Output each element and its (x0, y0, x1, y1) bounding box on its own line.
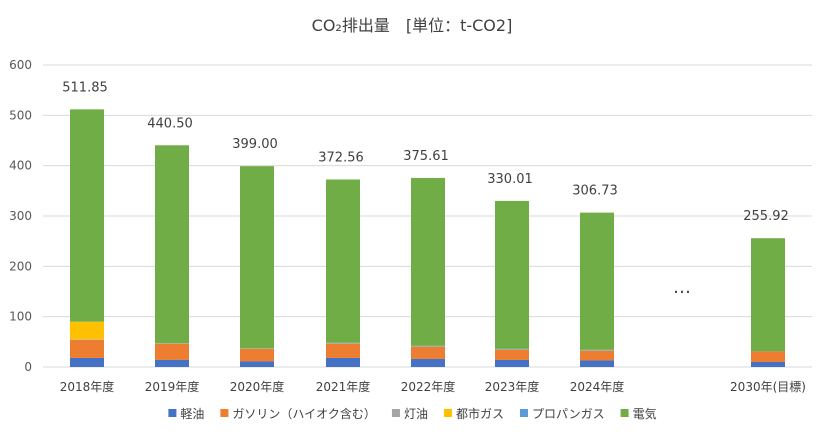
x-axis: 2018年度 2019年度 2020年度 2021年度 2022年度 2023年度 2024… (60, 379, 806, 394)
legend-item: 灯油 (391, 407, 428, 421)
bar-segment (411, 346, 445, 359)
legend: 軽油 ガソリン（ハイオク含む） 灯油 都市ガス プロパンガス 電気 (168, 406, 657, 421)
x-tick-label: 2018年度 (60, 379, 115, 394)
bars (70, 109, 785, 367)
bar-segment (240, 348, 274, 349)
bar-segment (751, 361, 785, 367)
bar-segment (495, 348, 529, 350)
y-tick-label: 400 (9, 159, 32, 173)
x-tick-label: 2020年度 (230, 379, 285, 394)
bar-segment (580, 212, 614, 350)
bar-segment (70, 109, 104, 322)
total-label: 255.92 (743, 209, 789, 224)
bar-segment (411, 177, 445, 346)
legend-swatch (220, 409, 229, 417)
bar-segment (240, 361, 274, 367)
bar-segment (495, 200, 529, 349)
legend-item: プロパンガス (519, 407, 605, 421)
bar-segment (495, 359, 529, 367)
x-tick-label: 2019年度 (145, 379, 200, 394)
bar-segment (326, 342, 360, 344)
legend-item: ガソリン（ハイオク含む） (220, 406, 376, 421)
y-tick-label: 200 (9, 259, 32, 273)
bar-segment (495, 349, 529, 360)
legend-swatch (519, 409, 528, 417)
legend-swatch (620, 409, 629, 417)
bar-segment (240, 348, 274, 362)
bar-segment (155, 145, 189, 344)
bar-segment (70, 339, 104, 340)
total-labels: 511.85 440.50 399.00 372.56 375.61 330.01 306.… (62, 80, 789, 224)
legend-label: 電気 (633, 406, 657, 421)
y-tick-label: 300 (9, 209, 32, 223)
x-tick-label: 2024年度 (570, 379, 625, 394)
bar-segment (70, 357, 104, 367)
total-label: 372.56 (318, 150, 364, 165)
total-label: 330.01 (487, 172, 533, 187)
total-label: 375.61 (403, 149, 449, 164)
legend-label: プロパンガス (532, 407, 605, 421)
x-tick-label: 2030年(目標) (730, 380, 806, 394)
x-tick-label: 2021年度 (316, 379, 371, 394)
total-label: 440.50 (147, 116, 193, 131)
legend-swatch (168, 409, 177, 417)
legend-swatch (391, 409, 400, 417)
bar-segment (326, 343, 360, 358)
y-tick-label: 0 (24, 360, 32, 374)
gap-ellipsis: … (673, 277, 691, 298)
bar-segment (326, 357, 360, 367)
total-label: 511.85 (62, 80, 108, 95)
bar-segment (751, 351, 785, 362)
legend-label: 都市ガス (456, 406, 504, 421)
legend-item: 電気 (620, 406, 657, 421)
chart-title: CO₂排出量 [単位：t-CO2] (312, 16, 513, 35)
legend-swatch (443, 409, 452, 417)
bar-segment (411, 345, 445, 347)
bar-segment (580, 360, 614, 367)
y-tick-label: 600 (9, 58, 32, 72)
bar-segment (70, 339, 104, 358)
x-tick-label: 2023年度 (485, 379, 540, 394)
bar-segment (70, 321, 104, 340)
bar-segment (580, 350, 614, 361)
bar-segment (751, 238, 785, 352)
legend-label: 灯油 (404, 407, 428, 421)
bar-segment (155, 343, 189, 360)
x-tick-label: 2022年度 (401, 379, 456, 394)
bar-segment (155, 359, 189, 367)
legend-label: ガソリン（ハイオク含む） (232, 406, 376, 421)
y-axis: 0 100 200 300 400 500 600 (9, 58, 32, 374)
total-label: 306.73 (572, 184, 618, 199)
legend-item: 都市ガス (443, 406, 504, 421)
y-tick-label: 500 (9, 108, 32, 122)
legend-item: 軽油 (168, 407, 204, 421)
legend-label: 軽油 (180, 407, 204, 421)
y-tick-label: 100 (9, 310, 32, 324)
bar-segment (411, 358, 445, 367)
total-label: 399.00 (232, 137, 278, 152)
bar-segment (580, 349, 614, 351)
bar-segment (155, 343, 189, 344)
bar-segment (240, 166, 274, 349)
bar-segment (326, 179, 360, 343)
